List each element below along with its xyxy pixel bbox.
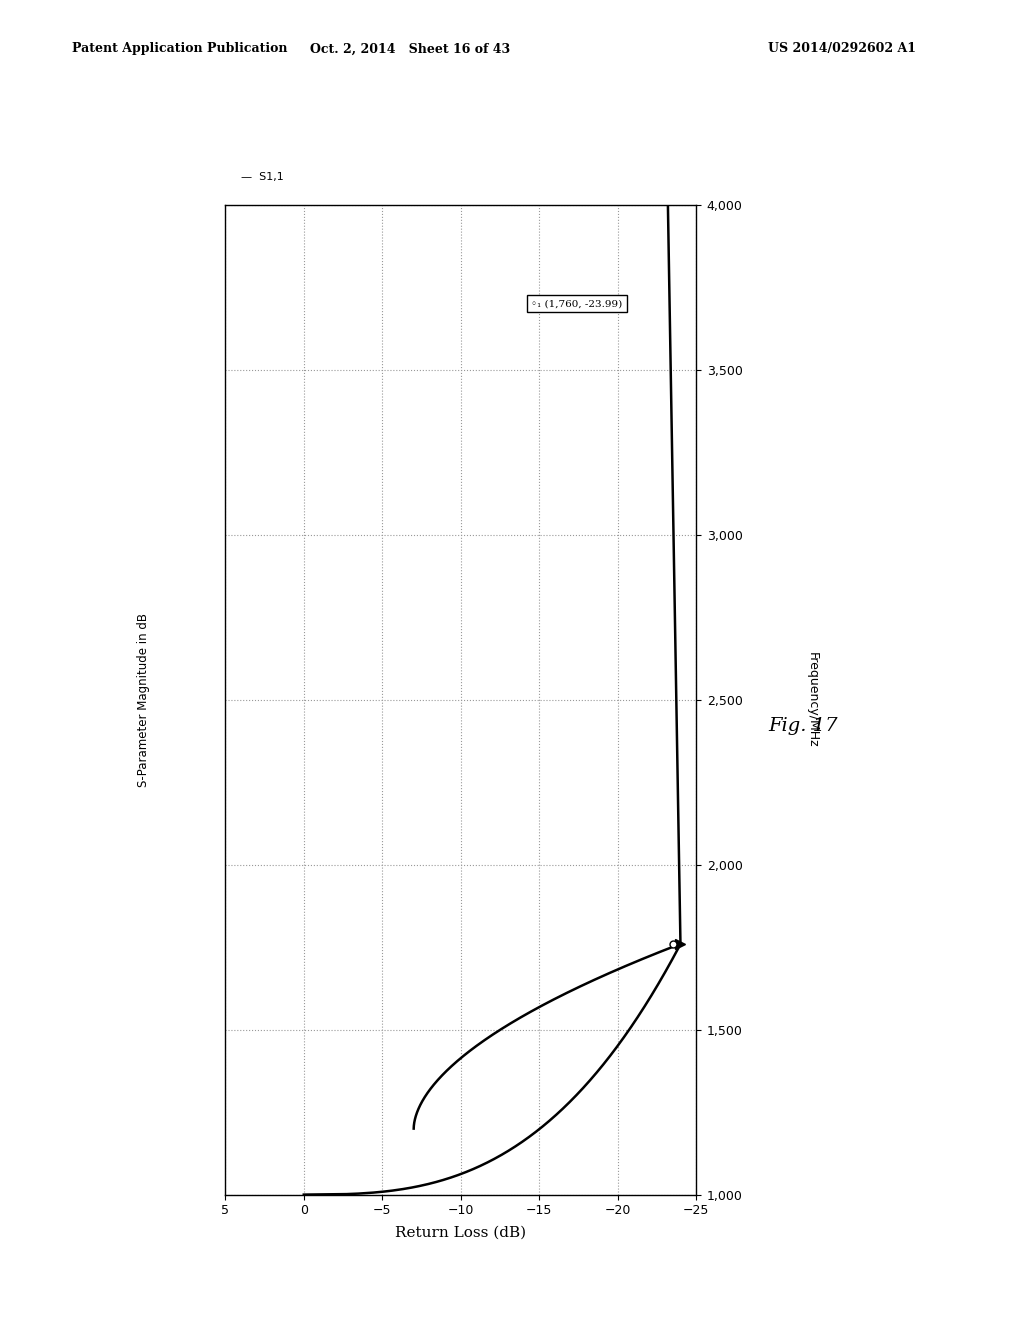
Text: ◦₁ (1,760, -23.99): ◦₁ (1,760, -23.99) (531, 300, 623, 308)
Text: —  S1,1: — S1,1 (241, 172, 284, 182)
Text: Fig. 17: Fig. 17 (768, 717, 838, 735)
Text: US 2014/0292602 A1: US 2014/0292602 A1 (768, 42, 916, 55)
Text: Oct. 2, 2014   Sheet 16 of 43: Oct. 2, 2014 Sheet 16 of 43 (309, 42, 510, 55)
Y-axis label: Frequency/MHz: Frequency/MHz (806, 652, 818, 747)
X-axis label: Return Loss (dB): Return Loss (dB) (395, 1226, 526, 1239)
Text: Patent Application Publication: Patent Application Publication (72, 42, 287, 55)
Text: S-Parameter Magnitude in dB: S-Parameter Magnitude in dB (137, 612, 150, 787)
